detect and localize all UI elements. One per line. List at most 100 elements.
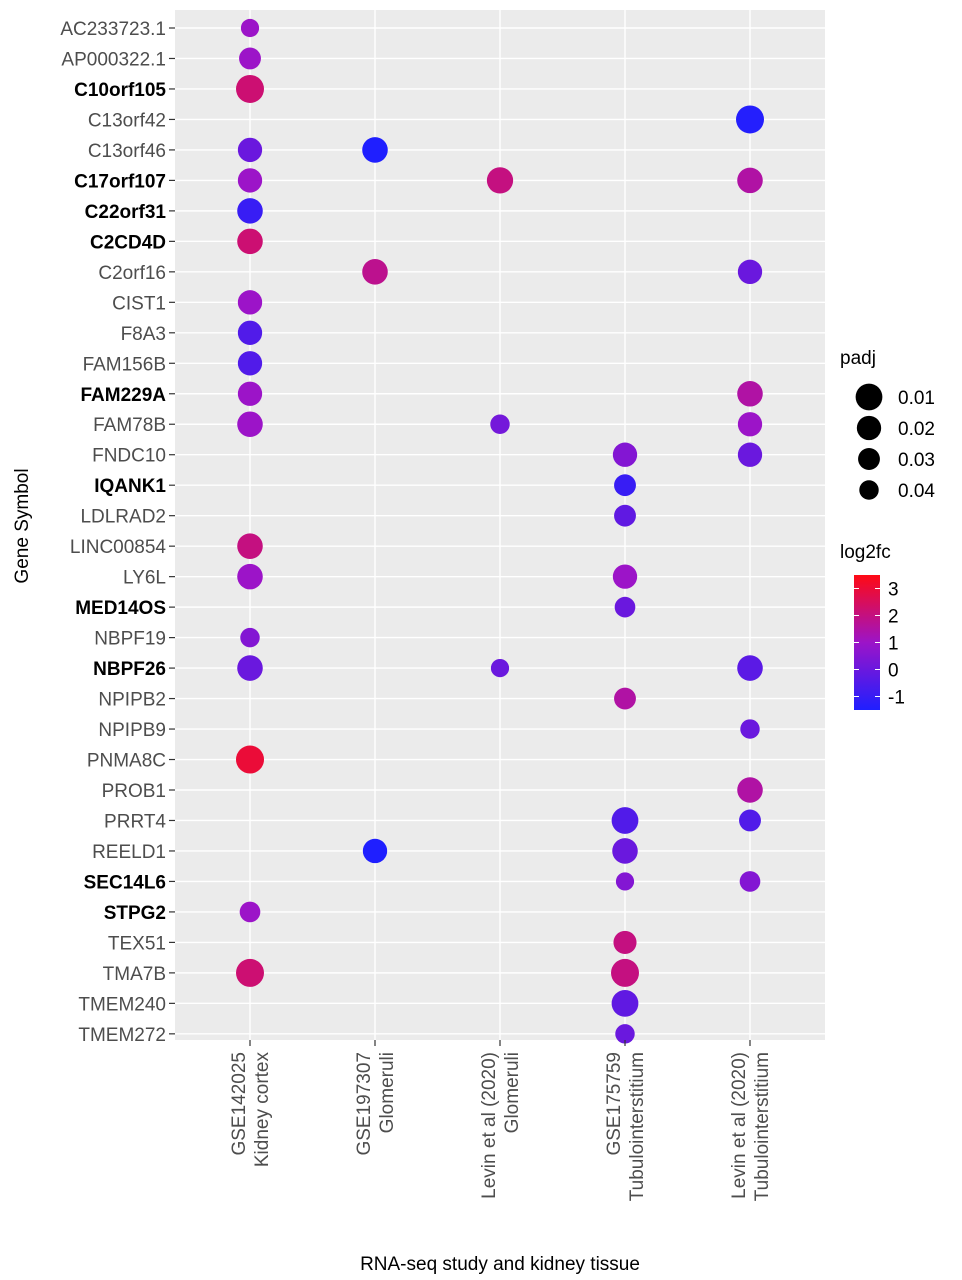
y-tick-label: NBPF19 [94, 629, 166, 650]
data-point [239, 901, 261, 923]
data-point [737, 442, 763, 467]
data-points [236, 18, 764, 1044]
y-tick-label: PRRT4 [104, 811, 166, 832]
data-point [737, 167, 763, 194]
data-point [737, 777, 763, 803]
data-point [614, 474, 636, 497]
y-tick-label: C22orf31 [85, 202, 167, 223]
data-point [737, 380, 763, 407]
y-tick-label: NPIPB9 [98, 720, 166, 741]
data-point [362, 259, 388, 285]
data-point [237, 228, 263, 255]
data-point [362, 137, 388, 163]
x-tick-label: GSE175759 Tubulointerstitium [604, 1052, 648, 1201]
y-tick-label: TMEM272 [78, 1025, 166, 1046]
data-point [740, 719, 760, 739]
y-tick-label: AP000322.1 [61, 49, 166, 70]
data-point [611, 989, 639, 1017]
data-point [612, 564, 638, 589]
y-tick-label: TMA7B [103, 964, 166, 985]
data-point [612, 442, 638, 467]
data-point [239, 47, 261, 70]
y-tick-label: LDLRAD2 [80, 507, 166, 528]
data-point [613, 930, 637, 954]
size-legend-key [859, 480, 879, 500]
y-tick-label: PNMA8C [87, 751, 166, 772]
color-legend-label: -1 [888, 688, 905, 709]
y-tick-label: SEC14L6 [84, 872, 166, 893]
x-tick-label: GSE142025 Kidney cortex [229, 1052, 273, 1168]
y-tick-label: C17orf107 [74, 171, 166, 192]
y-tick-label: AC233723.1 [60, 19, 166, 40]
data-point [240, 18, 260, 38]
size-legend-label: 0.04 [898, 481, 935, 502]
x-tick-label-line: GSE175759 [604, 1052, 625, 1156]
y-tick-label: FAM78B [93, 415, 166, 436]
size-legend-key [855, 383, 883, 411]
data-point [237, 290, 263, 315]
y-tick-label: REELD1 [92, 842, 166, 863]
y-tick-label: FAM156B [83, 354, 166, 375]
x-tick-label-line: Kidney cortex [252, 1052, 273, 1168]
y-tick-label: MED14OS [75, 598, 166, 619]
y-tick-label: LY6L [123, 568, 166, 589]
x-tick-label-line: Levin et al (2020) [729, 1052, 750, 1199]
data-point [236, 958, 264, 987]
data-point [237, 320, 263, 345]
data-point [737, 259, 763, 285]
data-point [490, 658, 510, 678]
color-legend-title: log2fc [840, 542, 891, 563]
data-point [611, 958, 639, 987]
data-point [237, 381, 263, 406]
data-point [739, 871, 761, 892]
x-tick-label-line: Levin et al (2020) [479, 1052, 500, 1199]
size-legend: padj 0.01 0.02 0.03 0.04 [840, 348, 935, 502]
y-tick-labels: AC233723.1 AP000322.1 C10orf105 C13orf42 C13… [60, 19, 175, 1046]
color-legend: log2fc 3 2 1 0 -1 [840, 542, 905, 710]
data-point [237, 655, 263, 681]
x-tick-label-line: Glomeruli [502, 1052, 523, 1133]
y-tick-label: F8A3 [121, 324, 166, 345]
y-tick-label: PROB1 [102, 781, 166, 802]
x-tick-label-line: Glomeruli [377, 1052, 398, 1133]
y-tick-label: STPG2 [104, 903, 166, 924]
x-tick-label: GSE197307 Glomeruli [354, 1052, 398, 1156]
y-tick-label: FAM229A [80, 385, 166, 406]
data-point [236, 74, 264, 103]
color-legend-label: 2 [888, 607, 899, 628]
data-point [614, 504, 636, 527]
color-legend-label: 1 [888, 634, 899, 655]
data-point [237, 351, 263, 376]
size-legend-label: 0.03 [898, 450, 935, 471]
y-tick-label: C2orf16 [98, 263, 166, 284]
y-tick-label: LINC00854 [70, 537, 167, 558]
data-point [736, 105, 764, 134]
y-tick-label: CIST1 [112, 293, 166, 314]
data-point [611, 807, 639, 834]
y-tick-label: C13orf46 [88, 141, 166, 162]
y-tick-label: C13orf42 [88, 110, 166, 131]
color-legend-label: 0 [888, 661, 899, 682]
data-point [737, 412, 763, 437]
data-point [486, 167, 514, 194]
data-point [237, 563, 263, 590]
size-legend-key [856, 415, 882, 441]
x-tick-label-line: Tubulointerstitium [627, 1052, 648, 1201]
data-point [237, 411, 263, 438]
y-tick-label: IQANK1 [94, 476, 166, 497]
x-tick-label-line: GSE197307 [354, 1052, 375, 1156]
y-tick-label: TEX51 [108, 933, 166, 954]
y-tick-label: C2CD4D [90, 232, 166, 253]
size-legend-label: 0.02 [898, 419, 935, 440]
y-tick-label: NPIPB2 [98, 690, 166, 711]
y-tick-label: TMEM240 [78, 994, 166, 1015]
data-point [614, 596, 636, 618]
y-tick-label: FNDC10 [92, 446, 166, 467]
data-point [737, 655, 763, 681]
data-point [240, 627, 260, 648]
data-point [237, 533, 263, 559]
size-legend-key [858, 448, 880, 470]
y-tick-label: C10orf105 [74, 80, 166, 101]
data-point [739, 809, 761, 832]
